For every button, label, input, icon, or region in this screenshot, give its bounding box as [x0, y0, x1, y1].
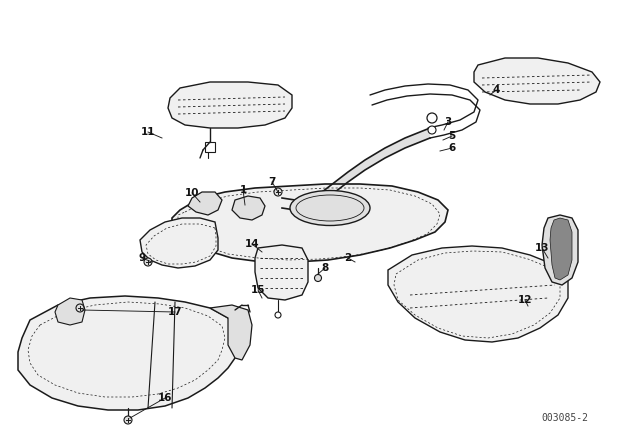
Circle shape: [124, 416, 132, 424]
Circle shape: [76, 304, 84, 312]
Polygon shape: [168, 82, 292, 128]
Text: 7: 7: [268, 177, 276, 187]
Text: 11: 11: [141, 127, 156, 137]
Polygon shape: [255, 245, 308, 300]
Polygon shape: [232, 196, 265, 220]
Ellipse shape: [290, 190, 370, 225]
Text: 4: 4: [492, 85, 500, 95]
Text: 6: 6: [449, 143, 456, 153]
Text: 10: 10: [185, 188, 199, 198]
Text: 13: 13: [535, 243, 549, 253]
Polygon shape: [188, 192, 222, 215]
Polygon shape: [388, 246, 568, 342]
Polygon shape: [18, 296, 238, 410]
Polygon shape: [474, 58, 600, 104]
Polygon shape: [205, 142, 215, 152]
Text: 3: 3: [444, 117, 452, 127]
Text: 8: 8: [321, 263, 328, 273]
Polygon shape: [550, 218, 572, 280]
Circle shape: [144, 258, 152, 266]
Text: 9: 9: [138, 253, 145, 263]
Polygon shape: [210, 305, 252, 360]
Circle shape: [314, 275, 321, 281]
Polygon shape: [140, 218, 218, 268]
Polygon shape: [172, 184, 448, 262]
Text: 17: 17: [168, 307, 182, 317]
Text: 003085-2: 003085-2: [541, 413, 589, 423]
Text: 1: 1: [239, 185, 246, 195]
Circle shape: [274, 188, 282, 196]
Polygon shape: [282, 128, 430, 210]
Text: 5: 5: [449, 131, 456, 141]
Text: 15: 15: [251, 285, 265, 295]
Polygon shape: [55, 298, 85, 325]
Circle shape: [275, 312, 281, 318]
Text: 12: 12: [518, 295, 532, 305]
Text: 14: 14: [244, 239, 259, 249]
Circle shape: [428, 126, 436, 134]
Text: 16: 16: [157, 393, 172, 403]
Polygon shape: [542, 215, 578, 285]
Text: 2: 2: [344, 253, 351, 263]
Circle shape: [427, 113, 437, 123]
